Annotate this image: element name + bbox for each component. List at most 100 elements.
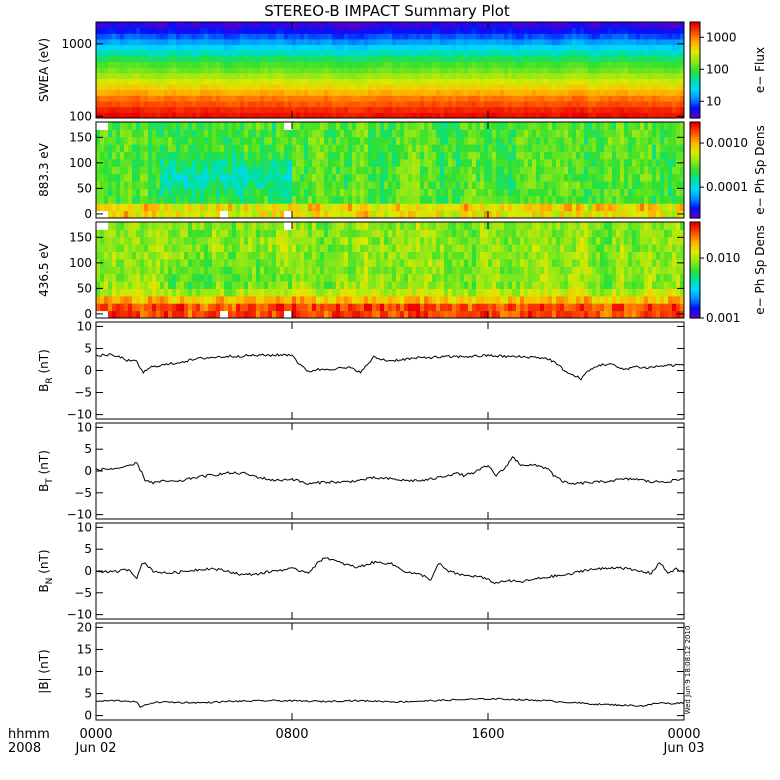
panel-swea-cell	[652, 61, 657, 68]
panel-pad883-cell	[492, 210, 497, 219]
panel-swea-cell	[196, 84, 201, 91]
panel-pad883-cell	[568, 158, 573, 167]
panel-swea-cell	[412, 106, 417, 113]
panel-pad436-cell	[148, 310, 153, 319]
panel-pad883-cell	[524, 166, 529, 175]
panel-swea-cell	[592, 112, 597, 119]
panel-swea-cell	[172, 27, 177, 34]
panel-pad883-cell	[104, 158, 109, 167]
panel-swea-cell	[680, 55, 685, 63]
panel-swea-cell	[256, 95, 261, 102]
panel-swea-cell	[612, 67, 617, 74]
panel-swea-cell	[364, 22, 369, 29]
panel-swea-cell	[244, 50, 249, 57]
panel-swea-cell	[208, 112, 213, 119]
panel-swea-cell	[256, 38, 261, 46]
panel-swea-cell	[416, 89, 421, 96]
panel-swea-cell	[356, 27, 361, 34]
panel-swea-cell	[664, 84, 669, 91]
panel-pad883-cell	[148, 144, 153, 153]
panel-swea-cell	[528, 22, 533, 29]
panel-pad883-cell	[200, 166, 205, 175]
panel-pad883-cell	[540, 203, 545, 212]
panel-pad883-cell	[604, 203, 609, 212]
panel-pad883-cell	[580, 195, 585, 204]
panel-pad883-colorbar-cell	[690, 131, 700, 135]
panel-pad883-cell	[640, 173, 645, 182]
panel-swea-cell	[120, 72, 125, 79]
panel-pad883-cell	[112, 122, 117, 130]
panel-swea-cell	[184, 101, 189, 108]
panel-pad883-cell	[180, 181, 185, 189]
panel-pad883-cell	[352, 144, 357, 153]
panel-pad883-colorbar-cell	[690, 206, 700, 209]
panel-swea-cell	[436, 61, 441, 68]
panel-pad883-cell	[256, 195, 261, 204]
panel-pad436-cell	[124, 244, 129, 253]
panel-pad436-cell	[116, 303, 121, 312]
panel-swea-cell	[548, 89, 553, 96]
panel-pad883-cell	[580, 188, 585, 197]
panel-swea-cell	[188, 50, 193, 57]
panel-pad883-cell	[112, 173, 117, 182]
panel-pad883-cell	[544, 136, 549, 145]
panel-swea-cell	[216, 22, 221, 29]
panel-pad883-cell	[584, 129, 589, 138]
panel-swea-cell	[532, 67, 537, 74]
panel-swea-cell	[108, 55, 113, 63]
panel-pad883-cell	[584, 188, 589, 197]
panel-swea-cell	[360, 44, 365, 51]
panel-swea-cell	[560, 78, 565, 85]
panel-swea-cell	[332, 67, 337, 74]
panel-pad883-cell	[680, 144, 685, 153]
panel-swea-cell	[484, 106, 489, 113]
panel-pad883-cell	[144, 188, 149, 197]
panel-pad436-cell	[184, 281, 189, 289]
panel-pad883-cell	[204, 151, 209, 160]
panel-swea-cell	[548, 72, 553, 79]
panel-pad883-cell	[164, 144, 169, 153]
panel-swea-cell	[232, 78, 237, 85]
panel-pad883-cell	[228, 144, 233, 153]
panel-swea-cell	[524, 84, 529, 91]
panel-swea-cell	[668, 50, 673, 57]
panel-pad436-cell	[160, 244, 165, 253]
panel-swea-cell	[312, 67, 317, 74]
panel-swea-cell	[228, 33, 233, 40]
panel-pad883-cell	[228, 166, 233, 175]
panel-pad883-cell	[220, 129, 225, 138]
panel-pad883-cell	[392, 173, 397, 182]
panel-swea-cell	[632, 38, 637, 46]
panel-pad436-cell	[200, 310, 205, 319]
panel-pad883-cell	[548, 188, 553, 197]
panel-swea-cell	[480, 72, 485, 79]
panel-swea-cell	[616, 61, 621, 68]
panel-swea-cell	[520, 106, 525, 113]
panel-swea-cell	[336, 55, 341, 63]
panel-pad883-cell	[440, 122, 445, 130]
panel-swea-cell	[268, 55, 273, 63]
panel-pad883-cell	[352, 210, 357, 219]
panel-swea-cell	[368, 95, 373, 102]
panel-pad883-colorbar-cell	[690, 138, 700, 142]
panel-swea-cell	[368, 89, 373, 96]
panel-pad883-cell	[556, 158, 561, 167]
panel-swea-cell	[408, 78, 413, 85]
panel-pad883-cell	[324, 188, 329, 197]
panel-swea-cell	[308, 101, 313, 108]
panel-pad883-cell	[244, 181, 249, 189]
panel-swea-cell	[376, 78, 381, 85]
panel-swea-cell	[604, 33, 609, 40]
panel-pad883-cell	[348, 151, 353, 160]
panel-pad883-cell	[240, 144, 245, 153]
panel-pad883-cell	[100, 210, 105, 219]
panel-pad436-cell	[164, 281, 169, 289]
panel-swea-cell	[268, 44, 273, 51]
panel-swea-cell	[256, 27, 261, 34]
panel-pad883-cell	[320, 151, 325, 160]
panel-pad883-cell	[632, 122, 637, 130]
panel-swea-cell	[404, 84, 409, 91]
panel-pad883-cell	[276, 166, 281, 175]
panel-pad883-cell	[608, 158, 613, 167]
panel-pad883-cell	[220, 173, 225, 182]
